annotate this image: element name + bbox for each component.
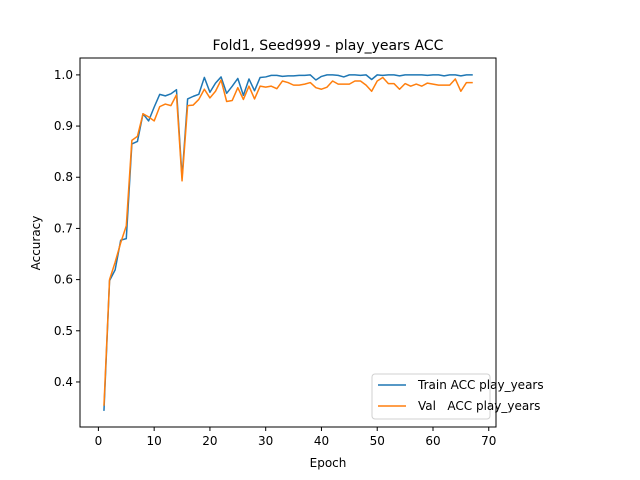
x-tick-label: 70: [481, 434, 496, 448]
y-tick-label: 0.9: [54, 119, 73, 133]
series-line-val: [103, 76, 473, 406]
legend: Train ACC play_years Val ACC play_years: [371, 373, 544, 420]
y-tick-label: 0.7: [54, 221, 73, 235]
plot-area: [79, 57, 497, 428]
x-tick-label: 20: [202, 434, 217, 448]
y-axis-label: Accuracy: [29, 216, 43, 271]
x-tick-label: 50: [370, 434, 385, 448]
y-tick-label: 0.5: [54, 324, 73, 338]
y-tick-label: 0.6: [54, 273, 73, 287]
y-tick-label: 0.4: [54, 375, 73, 389]
legend-label-val: Val ACC play_years: [418, 399, 540, 413]
y-axis-ticks: 0.4 0.5 0.6 0.7 0.8 0.9 1.0: [54, 68, 80, 389]
chart-title: Fold1, Seed999 - play_years ACC: [213, 38, 444, 54]
series-line-train: [103, 74, 473, 411]
series-layer: [103, 74, 473, 411]
x-tick-label: 0: [95, 434, 103, 448]
x-tick-label: 40: [314, 434, 329, 448]
legend-label-train: Train ACC play_years: [417, 378, 544, 392]
axes-frame: [79, 57, 497, 428]
y-tick-label: 1.0: [54, 68, 73, 82]
x-tick-label: 10: [147, 434, 162, 448]
y-tick-label: 0.8: [54, 170, 73, 184]
x-tick-label: 60: [425, 434, 440, 448]
x-axis-label: Epoch: [310, 456, 347, 470]
x-axis-ticks: 0 10 20 30 40 50 60 70: [95, 427, 496, 448]
x-tick-label: 30: [258, 434, 273, 448]
